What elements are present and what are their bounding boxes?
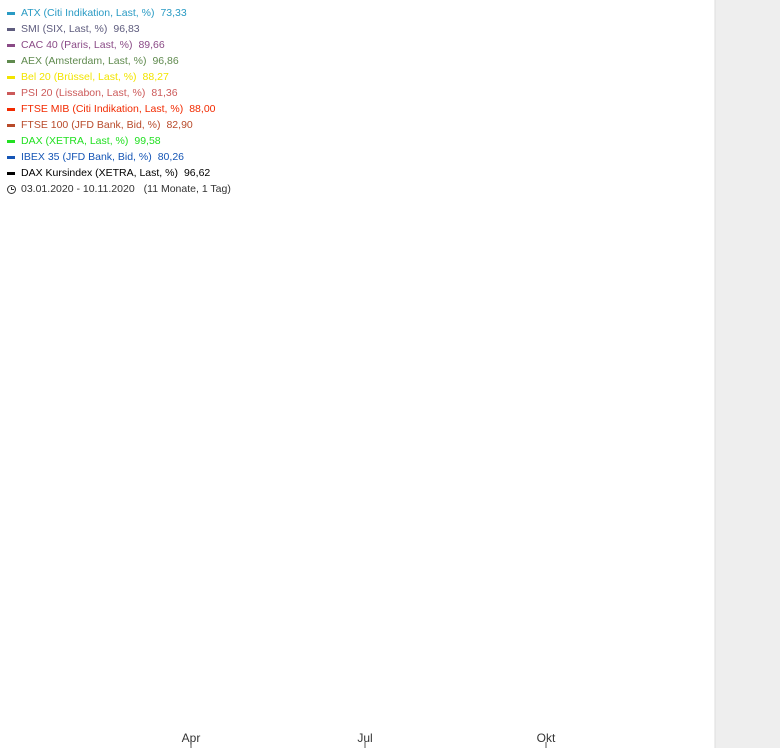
legend-value: 81,36 — [151, 87, 178, 99]
legend-item[interactable]: FTSE MIB (Citi Indikation, Last, %) 88,00 — [7, 101, 231, 117]
legend-value: 89,66 — [138, 39, 165, 51]
legend-item[interactable]: ATX (Citi Indikation, Last, %) 73,33 — [7, 5, 231, 21]
legend-label: SMI (SIX, Last, %) — [21, 23, 108, 35]
x-tick-label: Jul — [357, 731, 372, 745]
legend-value: 88,00 — [189, 103, 216, 115]
legend-item[interactable]: SMI (SIX, Last, %) 96,83 — [7, 21, 231, 37]
legend-label: IBEX 35 (JFD Bank, Bid, %) — [21, 151, 152, 163]
legend-swatch — [7, 155, 15, 159]
legend-swatch — [7, 91, 15, 95]
legend-value: 73,33 — [160, 7, 187, 19]
legend-item[interactable]: AEX (Amsterdam, Last, %) 96,86 — [7, 53, 231, 69]
legend-item[interactable]: CAC 40 (Paris, Last, %) 89,66 — [7, 37, 231, 53]
period-row: 03.01.2020 - 10.11.2020 (11 Monate, 1 Ta… — [7, 181, 231, 197]
legend-swatch — [7, 139, 15, 143]
clock-icon — [7, 184, 16, 194]
x-axis: Apr Jul Okt — [182, 731, 556, 748]
legend-value: 80,26 — [157, 151, 184, 163]
legend-label: ATX (Citi Indikation, Last, %) — [21, 7, 155, 19]
legend: ATX (Citi Indikation, Last, %) 73,33 SMI (… — [7, 5, 231, 197]
legend-label: AEX (Amsterdam, Last, %) — [21, 55, 147, 67]
legend-swatch — [7, 107, 15, 111]
period-length: (11 Monate, 1 Tag) — [143, 183, 231, 195]
legend-label: DAX (XETRA, Last, %) — [21, 135, 129, 147]
legend-swatch — [7, 75, 15, 79]
legend-swatch — [7, 59, 15, 63]
legend-item[interactable]: Bel 20 (Brüssel, Last, %) 88,27 — [7, 69, 231, 85]
legend-value: 88,27 — [142, 71, 169, 83]
legend-swatch — [7, 27, 15, 31]
axis-panel — [715, 0, 780, 748]
legend-value: 96,62 — [183, 167, 211, 179]
legend-value: 96,86 — [152, 55, 179, 67]
legend-item[interactable]: PSI 20 (Lissabon, Last, %) 81,36 — [7, 85, 231, 101]
legend-label: CAC 40 (Paris, Last, %) — [21, 39, 133, 51]
legend-label: Bel 20 (Brüssel, Last, %) — [21, 71, 137, 83]
legend-label: PSI 20 (Lissabon, Last, %) — [21, 87, 146, 99]
legend-item[interactable]: DAX Kursindex (XETRA, Last, %) 96,62 — [7, 165, 231, 181]
x-tick-label: Okt — [537, 731, 556, 745]
legend-item[interactable]: FTSE 100 (JFD Bank, Bid, %) 82,90 — [7, 117, 231, 133]
legend-item[interactable]: IBEX 35 (JFD Bank, Bid, %) 80,26 — [7, 149, 231, 165]
legend-swatch — [7, 11, 15, 15]
legend-swatch — [7, 123, 15, 127]
legend-value: 99,58 — [134, 135, 161, 147]
legend-label: DAX Kursindex (XETRA, Last, %) — [21, 167, 178, 179]
legend-value: 96,83 — [113, 23, 140, 35]
period-range: 03.01.2020 - 10.11.2020 — [21, 183, 135, 195]
legend-value: 82,90 — [166, 119, 193, 131]
legend-swatch — [7, 43, 15, 47]
legend-swatch — [7, 171, 15, 175]
legend-label: FTSE MIB (Citi Indikation, Last, %) — [21, 103, 184, 115]
x-tick-label: Apr — [182, 731, 201, 745]
legend-item[interactable]: DAX (XETRA, Last, %) 99,58 — [7, 133, 231, 149]
legend-label: FTSE 100 (JFD Bank, Bid, %) — [21, 119, 161, 131]
